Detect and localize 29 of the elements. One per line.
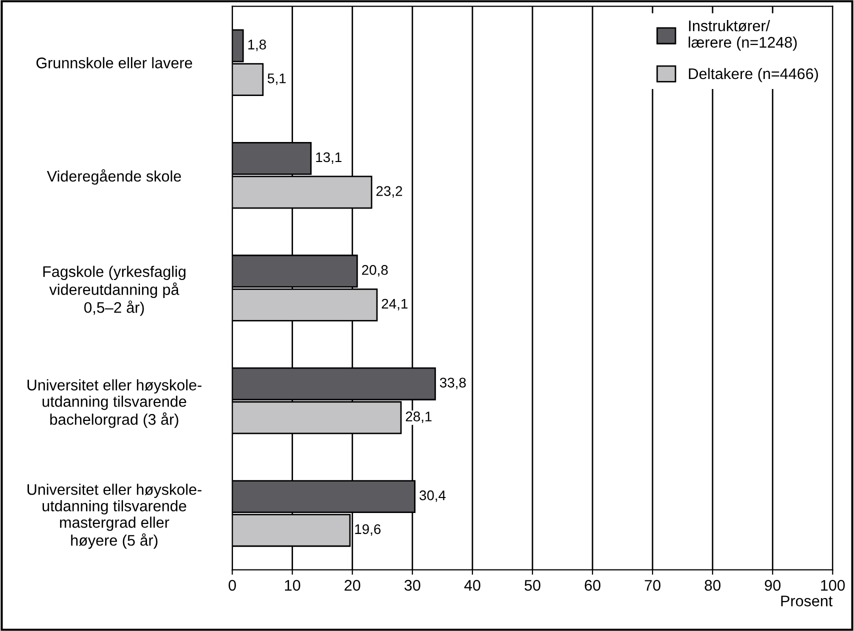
x-tick-label: 60: [584, 580, 600, 591]
x-tick-label: 30: [404, 580, 420, 591]
x-tick-label: 20: [344, 580, 360, 591]
x-tick-label: 100: [821, 580, 845, 591]
data-label: 30,4: [419, 490, 446, 502]
data-label: 28,1: [406, 412, 432, 424]
data-label: 13,1: [316, 152, 342, 164]
data-label: 20,8: [362, 265, 388, 277]
x-tick-label: 50: [524, 580, 540, 591]
data-label: 33,8: [440, 378, 466, 390]
data-label: 23,2: [376, 186, 402, 198]
y-tick-label: Grunnskole eller lavere: [36, 57, 192, 68]
legend-label: Instruktører/ lærere (n=1248): [688, 20, 797, 51]
x-tick-label: 40: [464, 580, 480, 591]
y-tick-label: Videregående skole: [46, 169, 181, 185]
x-tick-label: 90: [764, 580, 781, 591]
data-label: 24,1: [382, 298, 408, 310]
y-tick-label: Universitet eller høyskole- utdanning tilsvarende mastergrad eller høyere (5 år): [28, 484, 202, 549]
data-label: 1,8: [248, 40, 266, 52]
legend-label: Deltakere (n=4466): [688, 68, 818, 82]
x-tick-label: 70: [644, 580, 660, 591]
x-tick-label: 80: [704, 580, 720, 591]
x-tick-label: 0: [228, 580, 236, 591]
y-tick-label: Fagskole (yrkesfaglig videreutdanning på 0,5–2 år): [43, 266, 186, 316]
data-label: 5,1: [268, 74, 286, 85]
x-tick-label: 10: [284, 580, 300, 591]
data-label: 19,6: [355, 524, 381, 536]
x-axis-title: Prosent: [781, 596, 833, 606]
y-tick-label: Universitet eller høyskole- utdanning tilsvarende bachelorgrad (3 år): [28, 379, 202, 428]
